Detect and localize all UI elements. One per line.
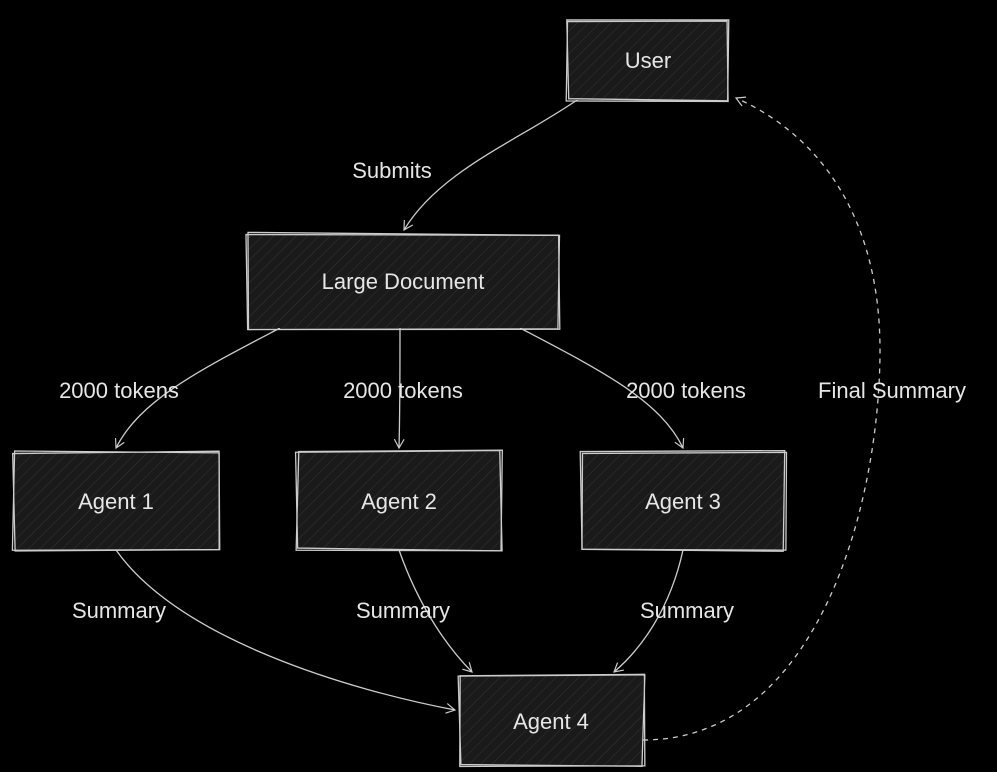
edge-label-a4-user: Final Summary [818, 378, 966, 403]
node-a4: Agent 4 [458, 674, 645, 766]
edge-label-doc-a1: 2000 tokens [59, 378, 179, 403]
node-label-user: User [625, 48, 671, 73]
edge-a4-user [643, 98, 880, 740]
node-a3: Agent 3 [580, 451, 786, 552]
node-label-a3: Agent 3 [645, 489, 721, 514]
edge-label-user-doc: Submits [352, 158, 431, 183]
edges-layer [116, 98, 880, 740]
node-user: User [566, 20, 729, 102]
node-a2: Agent 2 [296, 450, 503, 551]
edge-label-a3-a4: Summary [640, 598, 734, 623]
edge-label-doc-a3: 2000 tokens [626, 378, 746, 403]
node-a1: Agent 1 [12, 451, 219, 551]
node-label-a2: Agent 2 [361, 489, 437, 514]
edge-label-a1-a4: Summary [72, 598, 166, 623]
node-label-a1: Agent 1 [78, 489, 154, 514]
edge-label-a2-a4: Summary [356, 598, 450, 623]
edge-a1-a4 [116, 550, 455, 710]
node-label-doc: Large Document [322, 269, 485, 294]
flowchart-canvas: User Large Document Agent 1 Agent 2 Agent 3 A… [0, 0, 997, 772]
edge-labels-layer: Submits 2000 tokens 2000 tokens 2000 tokens… [59, 158, 966, 623]
node-label-a4: Agent 4 [513, 709, 589, 734]
edge-label-doc-a2: 2000 tokens [343, 378, 463, 403]
node-doc: Large Document [246, 232, 560, 329]
